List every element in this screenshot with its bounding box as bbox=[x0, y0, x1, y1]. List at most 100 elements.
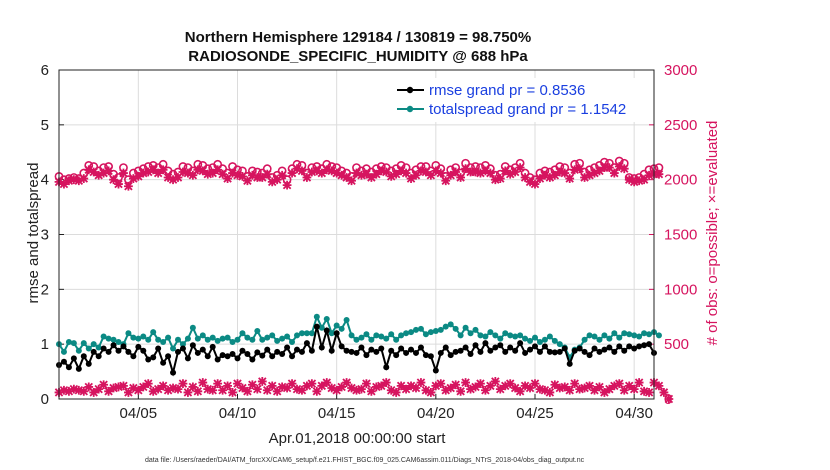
rmse-point bbox=[442, 344, 449, 351]
rmse-point bbox=[165, 353, 172, 360]
evaluated-obs-point bbox=[431, 381, 441, 391]
evaluated-obs-point bbox=[654, 381, 664, 391]
totalspread-point bbox=[427, 329, 434, 336]
evaluated-obs-point bbox=[332, 385, 342, 395]
totalspread-point bbox=[239, 330, 246, 337]
data-series bbox=[54, 156, 674, 404]
evaluated-obs-point bbox=[183, 388, 193, 397]
series-evaluated-obs bbox=[54, 377, 674, 404]
evaluated-obs-point bbox=[421, 385, 431, 395]
evaluated-obs-point bbox=[352, 385, 361, 395]
evaluated-obs-point bbox=[396, 166, 406, 176]
totalspread-point bbox=[264, 334, 271, 341]
evaluated-obs-point bbox=[119, 168, 128, 178]
rmse-point bbox=[432, 367, 439, 374]
rmse-point bbox=[616, 343, 623, 350]
totalspread-point bbox=[110, 336, 117, 343]
rmse-point bbox=[621, 347, 628, 354]
totalspread-point bbox=[383, 335, 390, 342]
totalspread-point bbox=[472, 326, 479, 333]
rmse-point bbox=[338, 343, 345, 350]
evaluated-obs-point bbox=[138, 168, 148, 178]
x-tick-label: 04/20 bbox=[417, 405, 455, 422]
rmse-point bbox=[328, 347, 335, 354]
evaluated-obs-point bbox=[381, 167, 391, 177]
rmse-point bbox=[403, 349, 410, 356]
evaluated-obs-point bbox=[143, 167, 153, 177]
rmse-point bbox=[512, 347, 519, 354]
left-y-tick-label: 1 bbox=[41, 336, 49, 353]
evaluated-obs-point bbox=[213, 379, 223, 389]
evaluated-obs-point bbox=[451, 380, 461, 390]
evaluated-obs-point bbox=[198, 166, 208, 176]
rmse-point bbox=[348, 348, 355, 355]
rmse-point bbox=[606, 344, 613, 351]
legend: rmse grand pr = 0.8536 totalspread grand… bbox=[393, 78, 648, 122]
evaluated-obs-point bbox=[252, 384, 262, 394]
series-evaluated-obs bbox=[54, 162, 664, 191]
rmse-point bbox=[487, 347, 494, 354]
evaluated-obs-point bbox=[342, 173, 351, 182]
evaluated-obs-point bbox=[59, 385, 69, 395]
rmse-point bbox=[60, 358, 67, 365]
totalspread-point bbox=[437, 326, 444, 333]
evaluated-obs-point bbox=[550, 170, 560, 180]
evaluated-obs-point bbox=[624, 175, 634, 185]
evaluated-obs-point bbox=[94, 170, 104, 180]
right-y-tick-label: 500 bbox=[664, 336, 689, 353]
rmse-point bbox=[636, 343, 643, 350]
rmse-point bbox=[353, 349, 360, 356]
evaluated-obs-point bbox=[307, 167, 317, 177]
totalspread-point bbox=[155, 336, 162, 343]
rmse-point bbox=[358, 344, 365, 351]
rmse-point bbox=[457, 347, 464, 354]
evaluated-obs-point bbox=[337, 170, 347, 180]
rmse-point bbox=[507, 344, 514, 351]
rmse-point bbox=[492, 344, 499, 351]
evaluated-obs-point bbox=[114, 179, 123, 189]
evaluated-obs-point bbox=[595, 166, 604, 176]
rmse-point bbox=[551, 349, 558, 356]
totalspread-point bbox=[393, 336, 400, 343]
evaluated-obs-point bbox=[188, 382, 198, 392]
totalspread-point bbox=[655, 332, 662, 339]
totalspread-point bbox=[398, 332, 405, 339]
rmse-point bbox=[437, 349, 444, 356]
totalspread-point bbox=[487, 329, 494, 336]
rmse-point bbox=[427, 353, 434, 360]
rmse-point bbox=[110, 342, 117, 349]
x-tick-label: 04/15 bbox=[318, 405, 356, 422]
totalspread-point bbox=[313, 313, 320, 320]
evaluated-obs-point bbox=[143, 379, 153, 389]
evaluated-obs-point bbox=[614, 162, 624, 171]
totalspread-point bbox=[165, 334, 172, 341]
rmse-point bbox=[175, 348, 181, 355]
totalspread-point bbox=[492, 332, 499, 339]
evaluated-obs-point bbox=[505, 379, 515, 389]
rmse-point bbox=[204, 353, 211, 360]
evaluated-obs-point bbox=[634, 176, 644, 186]
evaluated-obs-point bbox=[609, 381, 619, 391]
evaluated-obs-point bbox=[332, 168, 342, 178]
evaluated-obs-point bbox=[312, 166, 322, 176]
evaluated-obs-point bbox=[391, 388, 401, 397]
evaluated-obs-point bbox=[79, 386, 89, 396]
evaluated-obs-point bbox=[381, 378, 391, 387]
rmse-point bbox=[581, 348, 588, 355]
rmse-point bbox=[254, 349, 261, 356]
rmse-point bbox=[532, 343, 538, 350]
rmse-point bbox=[641, 342, 648, 349]
evaluated-obs-point bbox=[476, 168, 485, 178]
totalspread-point bbox=[294, 332, 300, 339]
evaluated-obs-point bbox=[481, 166, 490, 176]
totalspread-point bbox=[105, 335, 112, 342]
totalspread-point bbox=[532, 334, 538, 341]
evaluated-obs-point bbox=[619, 164, 629, 174]
evaluated-obs-point bbox=[490, 175, 500, 185]
evaluated-obs-point bbox=[411, 170, 421, 180]
evaluated-obs-point bbox=[178, 379, 188, 389]
evaluated-obs-point bbox=[213, 165, 223, 175]
evaluated-obs-point bbox=[590, 168, 599, 178]
totalspread-point bbox=[70, 340, 77, 347]
